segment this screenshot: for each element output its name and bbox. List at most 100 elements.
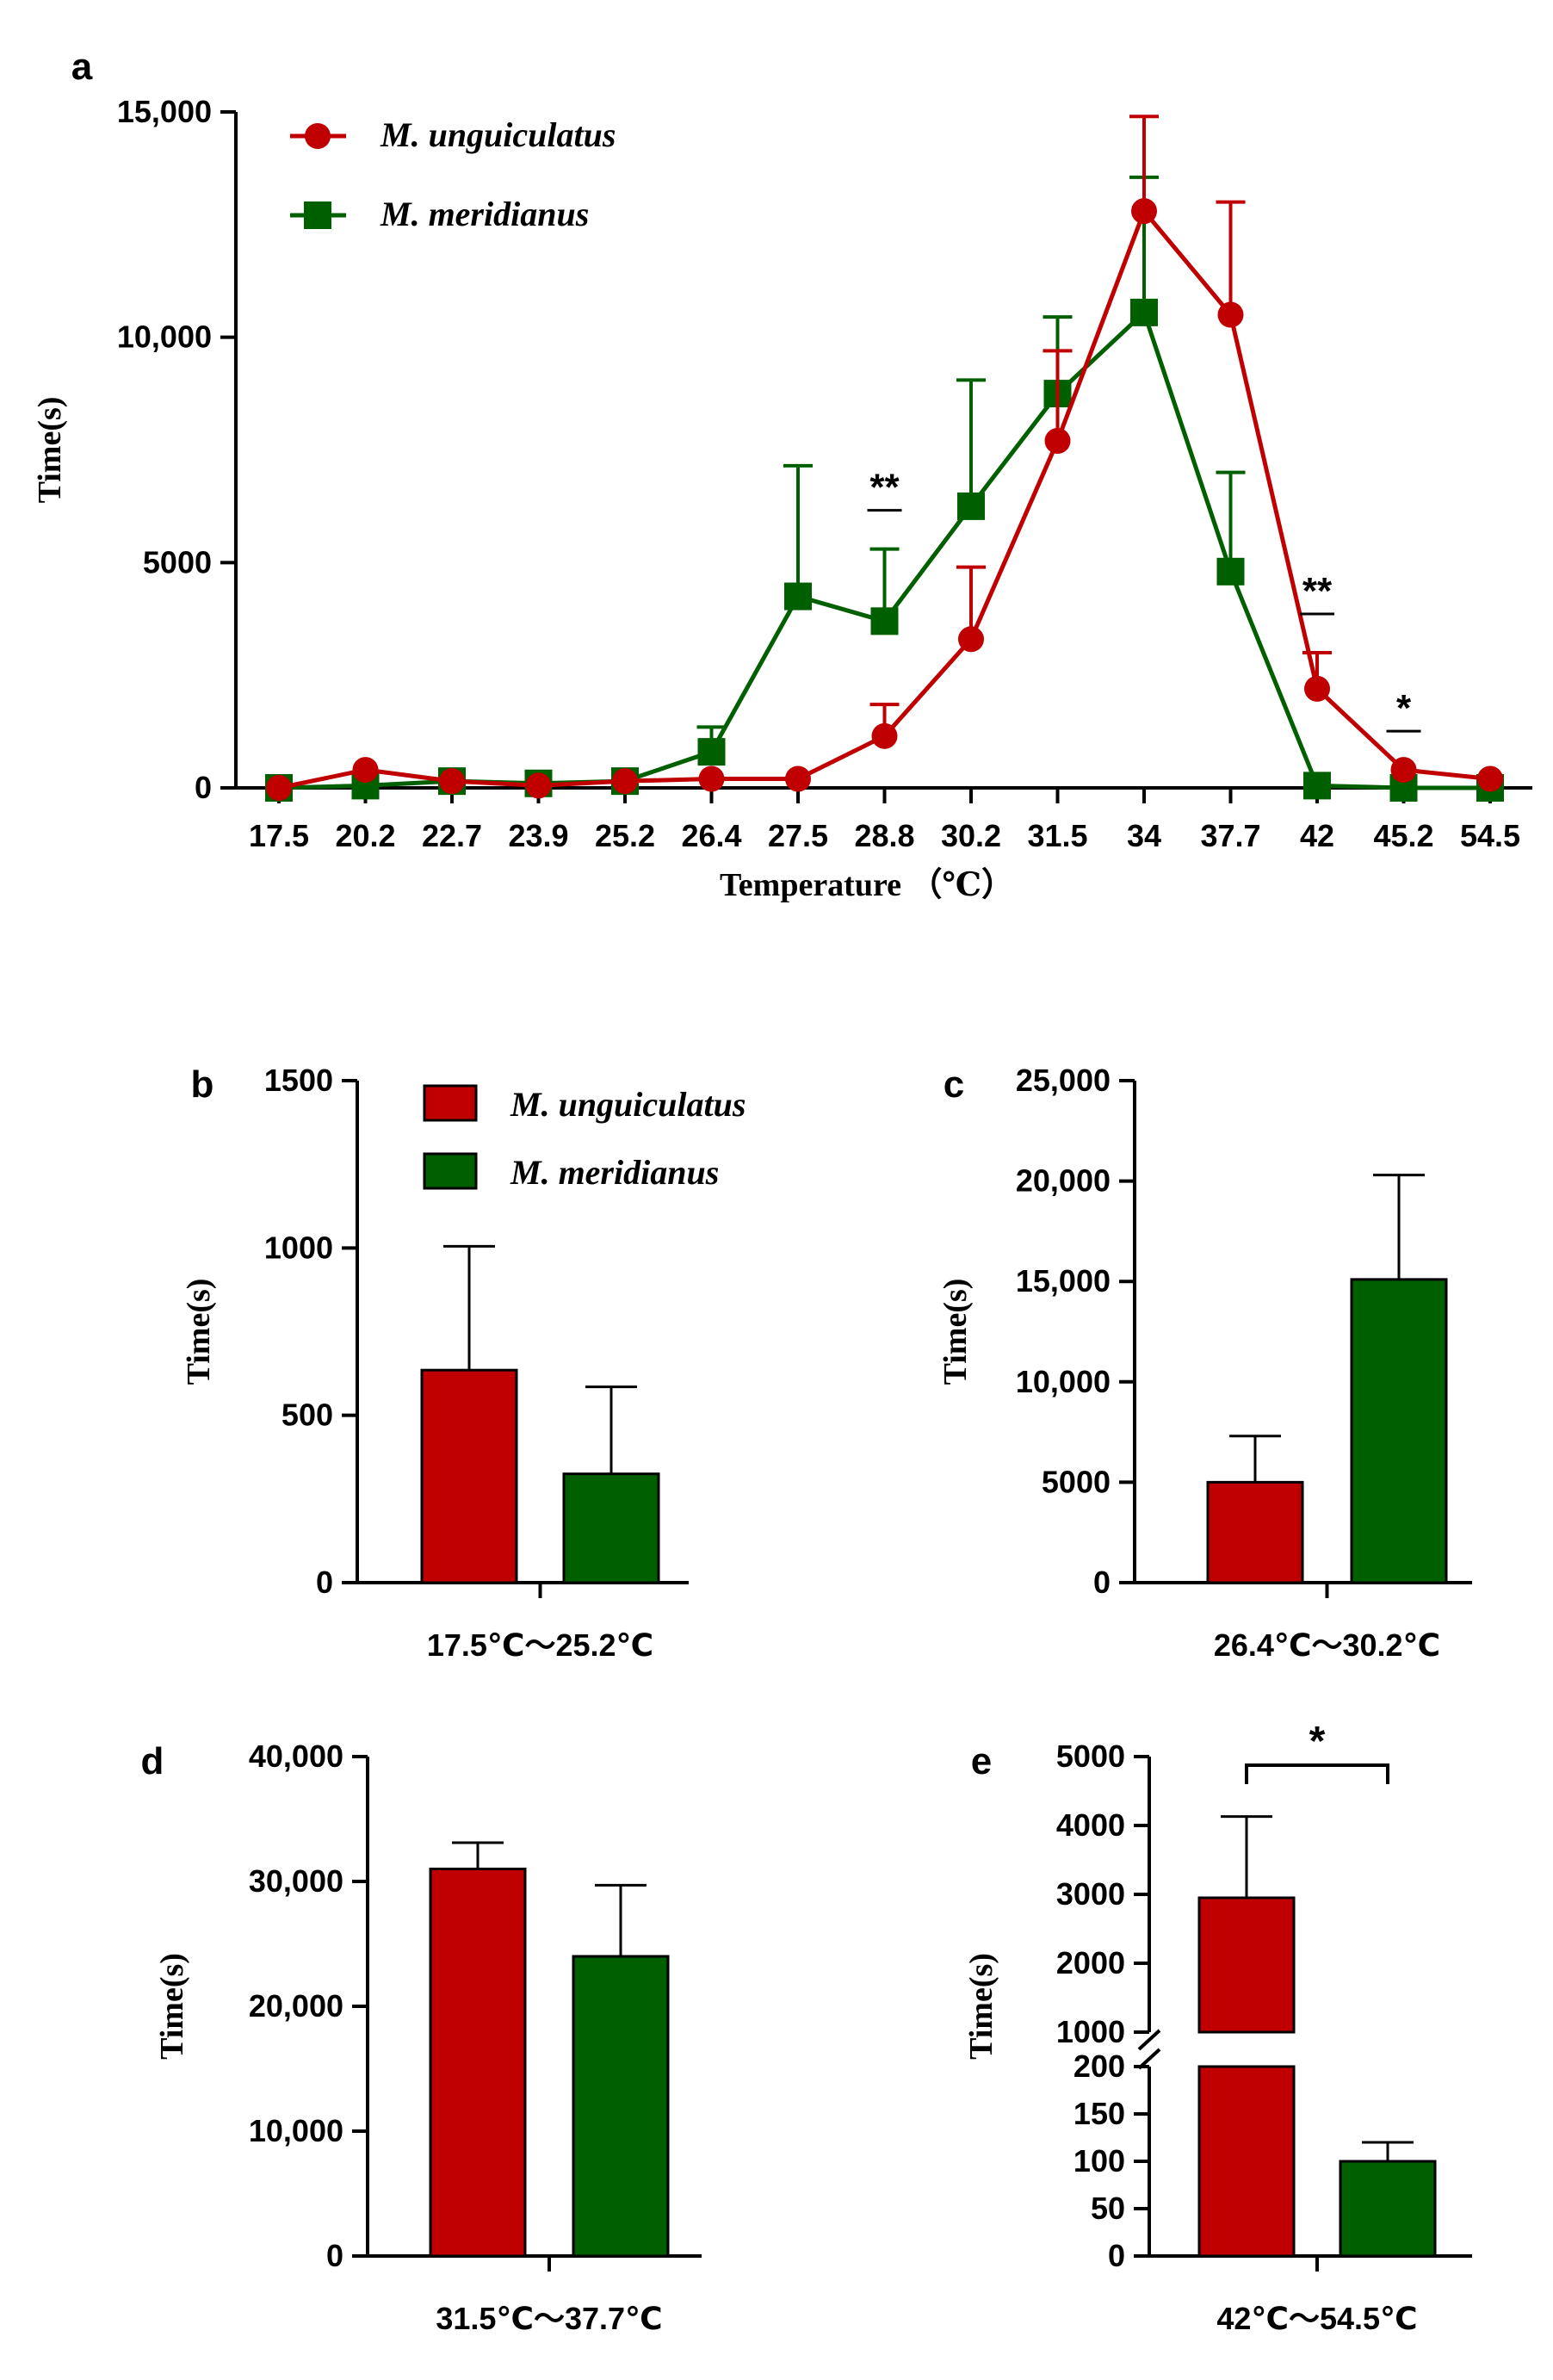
y-tick-label: 1000	[264, 1230, 333, 1265]
data-point-unguiculatus	[1131, 198, 1157, 225]
bar-meridianus	[1350, 1278, 1448, 1584]
y-tick-label: 0	[1108, 2238, 1125, 2273]
data-point-unguiculatus	[352, 757, 379, 784]
y-tick-label: 10,000	[249, 2113, 343, 2148]
data-point-meridianus	[784, 582, 812, 610]
y-tick-label: 1000	[1056, 2014, 1125, 2049]
x-tick-label: 37.7	[1200, 818, 1260, 853]
data-point-meridianus	[697, 738, 726, 766]
significance-label: *	[1309, 1719, 1326, 1764]
x-tick-label: 27.5	[768, 818, 828, 853]
panel-c-bar-chart: c 0 5000 10,000 15,000 20,000 25,000 26.4℃～30.2…	[937, 1063, 1472, 1663]
bar-unguiculatus	[429, 1868, 527, 2258]
data-point-meridianus	[1216, 557, 1245, 586]
y-tick-label: 200	[1073, 2048, 1125, 2084]
y-tick-label: 1500	[264, 1063, 333, 1098]
panel-d-bar-chart: d 0 10,000 20,000 30,000 40,000 31.5℃～37.7℃ Tim…	[141, 1739, 702, 2336]
significance-label: *	[1396, 687, 1412, 729]
data-point-unguiculatus	[612, 768, 638, 795]
significance-label: **	[869, 467, 900, 509]
panel-d-letter: d	[141, 1740, 164, 1782]
data-point-unguiculatus	[1477, 765, 1503, 792]
data-point-meridianus	[1303, 772, 1331, 800]
x-axis-label: 31.5℃～37.7℃	[436, 2301, 662, 2336]
y-tick-label: 5000	[143, 544, 212, 580]
data-point-unguiculatus	[871, 722, 898, 749]
bar-meridianus	[572, 1955, 670, 2258]
significance-bracket	[1245, 1763, 1389, 1784]
data-point-unguiculatus	[525, 772, 552, 799]
y-axis-label: Time(s)	[937, 1279, 974, 1385]
x-tick-label: 26.4	[681, 818, 741, 853]
data-point-unguiculatus	[785, 765, 811, 792]
data-point-unguiculatus	[698, 765, 725, 792]
data-point-unguiculatus	[1044, 428, 1071, 455]
y-tick-label: 10,000	[117, 319, 212, 355]
x-tick-label: 34	[1127, 818, 1161, 853]
panel-a-line-chart: a 0 5000 10,000 15,000 17.5 20.2 22.7 23.9 25.2 26…	[32, 46, 1532, 903]
x-tick-label: 23.9	[508, 818, 568, 853]
y-axis-label: Time(s)	[32, 397, 68, 504]
x-axis-label: 17.5℃～25.2℃	[427, 1627, 653, 1663]
legend-swatch-unguiculatus	[423, 1084, 478, 1122]
y-tick-label: 15,000	[117, 94, 212, 129]
x-tick-label: 54.5	[1460, 818, 1520, 853]
bar-unguiculatus	[1197, 2065, 1296, 2258]
panel-e-letter: e	[971, 1740, 992, 1782]
y-tick-label: 25,000	[1016, 1063, 1111, 1098]
y-tick-label: 10,000	[1016, 1364, 1111, 1399]
data-point-meridianus	[1130, 298, 1158, 326]
axis-break-mark	[1137, 2029, 1161, 2051]
y-tick-label: 4000	[1056, 1807, 1125, 1843]
panel-b-letter: b	[191, 1063, 214, 1106]
data-point-meridianus	[957, 492, 985, 520]
panel-b-bar-chart: b 0 500 1000 1500 17.5℃～25.2℃ Time(s) M. unguic…	[181, 1063, 746, 1663]
y-tick-label: 30,000	[249, 1863, 343, 1899]
y-tick-label: 0	[195, 770, 212, 805]
x-tick-label: 42	[1300, 818, 1334, 853]
y-tick-label: 100	[1073, 2143, 1125, 2179]
significance-label: **	[1302, 570, 1333, 612]
x-axis-label: 26.4℃～30.2℃	[1214, 1627, 1440, 1663]
data-point-unguiculatus	[1217, 301, 1244, 328]
y-tick-label: 500	[282, 1398, 333, 1433]
x-axis-label: Temperature （℃）	[720, 867, 1014, 903]
x-tick-label: 22.7	[422, 818, 482, 853]
legend-marker-unguiculatus	[305, 123, 331, 149]
legend-swatch-meridianus	[423, 1152, 478, 1190]
data-point-unguiculatus	[1304, 675, 1330, 702]
data-point-meridianus	[870, 607, 899, 635]
y-tick-label: 50	[1091, 2191, 1125, 2226]
y-axis-label: Time(s)	[963, 1953, 999, 2060]
bar-unguiculatus	[420, 1368, 518, 1584]
data-point-unguiculatus	[266, 775, 292, 801]
panel-a-letter: a	[71, 46, 93, 88]
data-point-unguiculatus	[1390, 757, 1417, 784]
y-tick-label: 5000	[1042, 1464, 1111, 1499]
y-tick-label: 0	[1093, 1565, 1111, 1600]
data-point-unguiculatus	[439, 768, 465, 795]
y-tick-label: 5000	[1056, 1739, 1125, 1774]
bar-unguiculatus	[1197, 1896, 1296, 2034]
x-axis-label: 42℃～54.5℃	[1216, 2301, 1417, 2336]
bar-meridianus	[562, 1472, 660, 1584]
bar-unguiculatus	[1206, 1480, 1304, 1584]
y-axis-label: Time(s)	[181, 1279, 217, 1385]
x-tick-label: 30.2	[941, 818, 1001, 853]
y-tick-label: 2000	[1056, 1945, 1125, 1980]
y-tick-label: 15,000	[1016, 1263, 1111, 1298]
legend-marker-meridianus	[304, 201, 331, 229]
y-tick-label: 3000	[1056, 1876, 1125, 1912]
legend-label-unguiculatus: M. unguiculatus	[510, 1085, 746, 1124]
x-tick-label: 17.5	[249, 818, 309, 853]
y-tick-label: 0	[316, 1565, 333, 1600]
legend-label-unguiculatus: M. unguiculatus	[380, 115, 616, 154]
x-tick-label: 45.2	[1373, 818, 1433, 853]
x-tick-label: 31.5	[1027, 818, 1087, 853]
y-tick-label: 0	[326, 2238, 343, 2273]
y-axis-label: Time(s)	[154, 1953, 190, 2060]
y-tick-label: 40,000	[249, 1739, 343, 1774]
x-tick-label: 20.2	[335, 818, 395, 853]
